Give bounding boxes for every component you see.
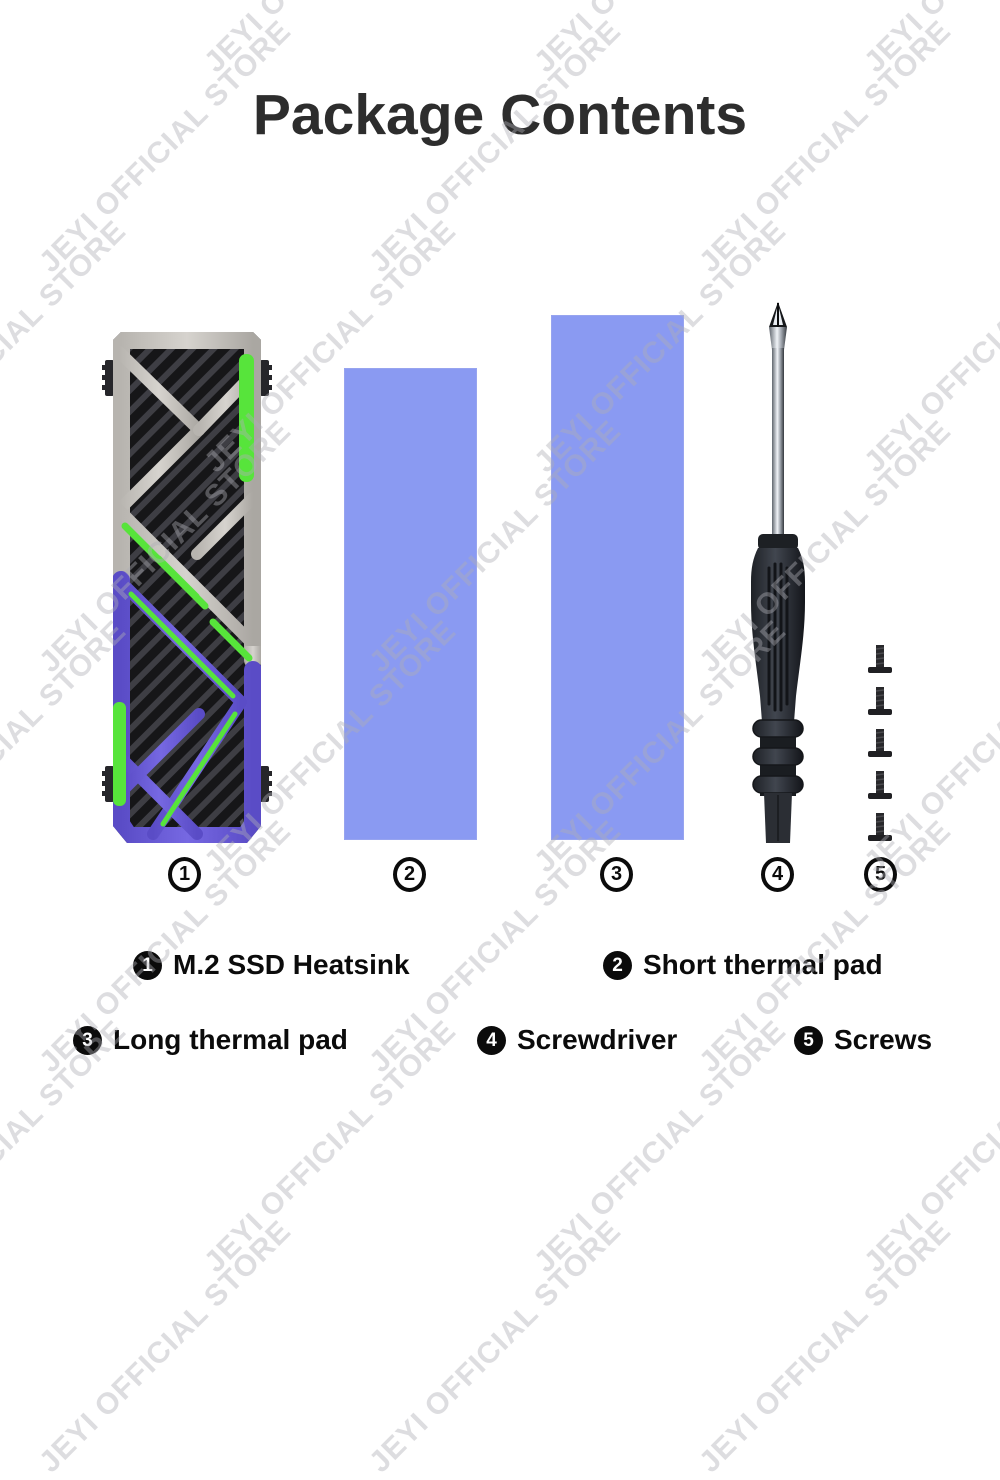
marker-5: 5 <box>864 857 897 892</box>
watermark-text: JEYI OFFICIAL STORE <box>362 1214 628 1479</box>
watermark-text: JEYI OFFICIAL STORE <box>0 0 133 80</box>
screwdriver-handle <box>751 534 805 843</box>
caption-label-2: Short thermal pad <box>643 949 883 980</box>
caption-label-3: Long thermal pad <box>113 1024 348 1055</box>
mounting-clip-icons <box>102 360 272 802</box>
heatsink-green-accents <box>113 354 254 827</box>
watermark-text: JEYI OFFICIAL STORE <box>528 0 793 80</box>
screwdriver-shaft <box>772 348 784 538</box>
caption-m2-ssd-heatsink: 1 M.2 SSD Heatsink <box>133 949 410 981</box>
marker-2: 2 <box>393 857 426 892</box>
short-thermal-pad-graphic <box>344 368 477 840</box>
marker-4: 4 <box>761 857 794 892</box>
page-title: Package Contents <box>252 83 748 147</box>
caption-badge-3: 3 <box>73 1025 102 1055</box>
screws-graphic <box>867 645 893 842</box>
caption-screwdriver: 4 Screwdriver <box>477 1024 677 1056</box>
watermark-text: JEYI OFFICIAL STORE <box>857 214 1000 479</box>
caption-long-thermal-pad: 3 Long thermal pad <box>73 1024 348 1056</box>
long-thermal-pad-graphic <box>551 315 684 840</box>
watermark-text: JEYI OFFICIAL STORE <box>692 1214 958 1479</box>
caption-badge-1: 1 <box>133 950 162 980</box>
screw-icon <box>868 645 892 673</box>
caption-short-thermal-pad: 2 Short thermal pad <box>603 949 883 981</box>
caption-screws: 5 Screws <box>794 1024 932 1056</box>
watermark-text: JEYI OFFICIAL STORE <box>32 1214 298 1479</box>
caption-badge-4: 4 <box>477 1025 506 1055</box>
watermark-text: JEYI OFFICIAL STORE <box>858 0 1000 80</box>
caption-label-1: M.2 SSD Heatsink <box>173 949 410 980</box>
screwdriver-graphic <box>751 302 805 843</box>
heatsink-graphic <box>102 332 272 843</box>
watermark-text: JEYI OFFICIAL STORE <box>198 0 463 80</box>
caption-badge-5: 5 <box>794 1025 823 1055</box>
caption-label-5: Screws <box>834 1024 933 1055</box>
caption-label-4: Screwdriver <box>517 1024 678 1055</box>
marker-1: 1 <box>168 857 201 892</box>
phillips-tip <box>769 302 787 327</box>
caption-badge-2: 2 <box>603 950 632 980</box>
marker-3: 3 <box>600 857 633 892</box>
